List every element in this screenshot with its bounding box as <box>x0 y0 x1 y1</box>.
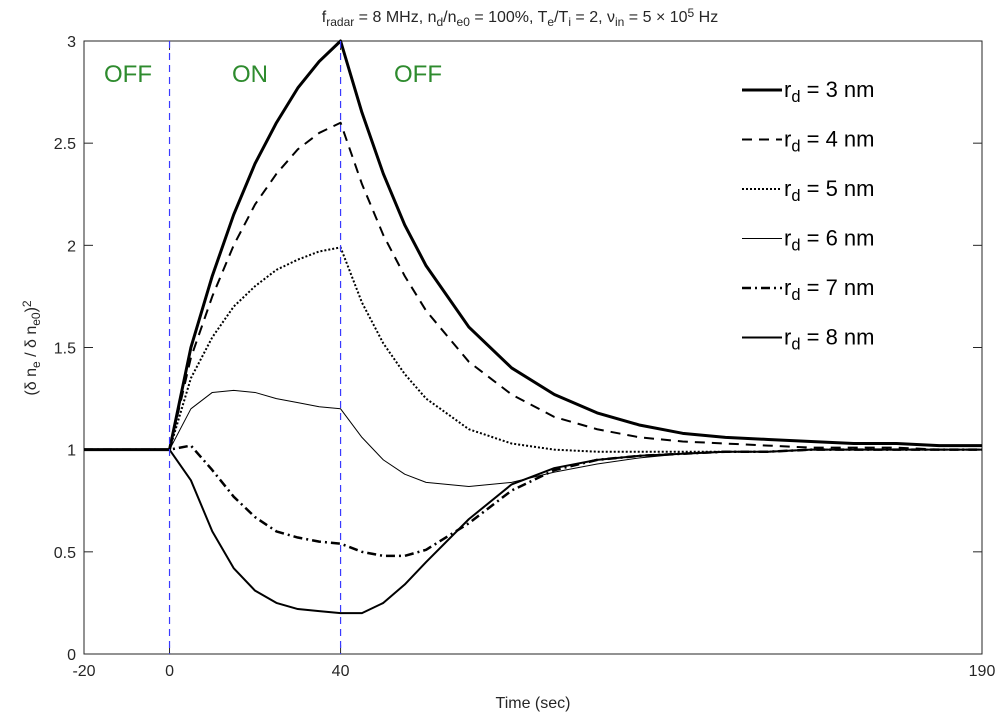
legend-label: rd = 4 nm <box>784 127 875 156</box>
annotation: OFF <box>104 61 152 88</box>
x-axis-label: Time (sec) <box>496 695 571 712</box>
text-part: radar <box>326 15 354 29</box>
series-line <box>84 39 982 452</box>
legend-label: rd = 3 nm <box>784 77 875 106</box>
text-part: r <box>784 127 791 152</box>
text-part: = 100%, T <box>470 9 548 26</box>
series-line <box>84 121 982 451</box>
y-tick-label: 0 <box>67 647 76 664</box>
x-tick-label: 190 <box>969 663 996 680</box>
y-tick-label: 3 <box>67 34 76 51</box>
text-part: = 5 nm <box>801 176 875 201</box>
text-part: d <box>791 187 800 205</box>
text-part: d <box>791 88 800 106</box>
text-part: r <box>784 325 791 350</box>
legend-label: rd = 8 nm <box>784 325 875 354</box>
text-part: e <box>547 15 554 29</box>
text-part: d <box>791 237 800 255</box>
text-part: f <box>322 9 327 26</box>
text-part: r <box>784 176 791 201</box>
text-part: r <box>784 226 791 251</box>
text-part: in <box>615 15 624 29</box>
text-part: e0 <box>457 15 471 29</box>
y-axis-label: (δ ne / δ ne0)2 <box>20 300 42 396</box>
text-part: r <box>784 77 791 102</box>
annotation: OFF <box>394 61 442 88</box>
text-part: / δ n <box>23 326 40 362</box>
y-tick-label: 0.5 <box>54 545 76 562</box>
annotation: ON <box>232 61 268 88</box>
text-part: e0 <box>29 312 43 326</box>
text-part: = 8 MHz, n <box>354 9 436 26</box>
series-line <box>84 448 982 615</box>
text-part: /T <box>554 9 568 26</box>
text-part: = 2, ν <box>571 9 615 26</box>
text-part: = 8 nm <box>801 325 875 350</box>
series-line <box>84 246 982 453</box>
legend-label: rd = 5 nm <box>784 176 875 205</box>
text-part: = 3 nm <box>801 77 875 102</box>
text-part: r <box>784 275 791 300</box>
text-part: e <box>29 361 43 368</box>
text-part: d <box>791 138 800 156</box>
legend-label: rd = 7 nm <box>784 275 875 304</box>
y-tick-label: 2 <box>67 238 76 255</box>
text-part: = 5 × 10 <box>624 9 687 26</box>
text-part: Hz <box>694 9 718 26</box>
y-tick-label: 1 <box>67 443 76 460</box>
text-part: 2 <box>20 300 34 307</box>
x-tick-label: -20 <box>72 663 95 680</box>
y-tick-label: 1.5 <box>54 341 76 358</box>
series-line <box>84 444 982 558</box>
text-part: i <box>568 15 571 29</box>
text-part: /n <box>443 9 456 26</box>
chart-title: fradar = 8 MHz, nd/ne0 = 100%, Te/Ti = 2… <box>322 6 718 28</box>
text-part: = 4 nm <box>801 127 875 152</box>
x-tick-label: 40 <box>332 663 350 680</box>
text-part: (δ n <box>23 368 40 396</box>
text-part: ) <box>23 307 40 312</box>
text-part: d <box>791 336 800 354</box>
legend-label: rd = 6 nm <box>784 226 875 255</box>
y-tick-label: 2.5 <box>54 136 76 153</box>
text-part: = 7 nm <box>801 275 875 300</box>
x-tick-label: 0 <box>165 663 174 680</box>
text-part: 5 <box>688 6 695 20</box>
text-part: = 6 nm <box>801 226 875 251</box>
text-part: d <box>436 15 443 29</box>
text-part: d <box>791 286 800 304</box>
